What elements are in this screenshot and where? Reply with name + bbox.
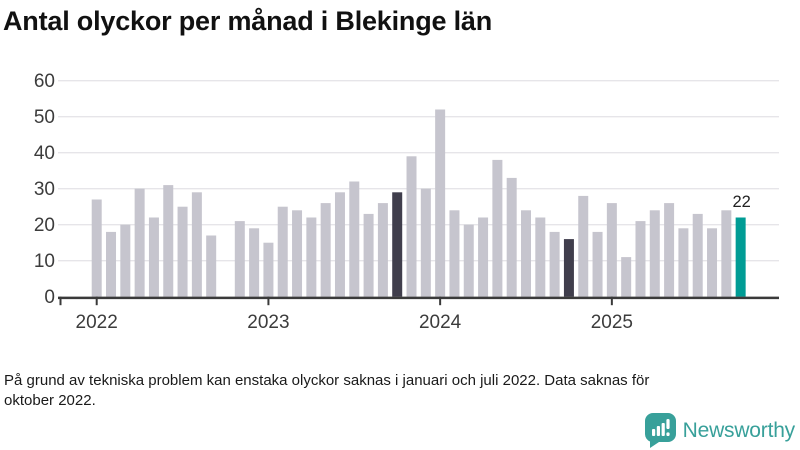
y-axis-label-30: 30: [34, 179, 55, 200]
bar-2024-12: [592, 231, 603, 297]
bar-2022-09: [206, 235, 217, 297]
bar-2024-09: [549, 231, 560, 297]
bar-2022-06: [163, 185, 174, 297]
bar-2025-04: [649, 210, 660, 297]
bar-2023-04: [306, 217, 317, 297]
bar-2024-05: [492, 159, 503, 297]
bar-2024-04: [478, 217, 489, 297]
bar-2024-08: [535, 217, 546, 297]
bar-2023-03: [292, 210, 303, 297]
x-axis-label-2022: 2022: [76, 312, 118, 333]
y-axis-label-50: 50: [34, 107, 55, 128]
current-value-label: 22: [732, 193, 750, 211]
y-axis-label-0: 0: [44, 287, 55, 308]
bar-2025-08: [707, 228, 718, 297]
bar-2025-10: [735, 217, 746, 297]
bar-chart: 0 10 20 30 40 50 60 2022 2023 2024 2025 22: [34, 71, 779, 333]
y-axis-label-60: 60: [34, 71, 55, 92]
bar-2022-12: [249, 228, 260, 297]
bar-2023-09: [377, 203, 388, 297]
bar-2022-03: [120, 224, 131, 297]
bar-2025-05: [664, 203, 675, 297]
bar-2023-08: [363, 213, 374, 297]
page-title: Antal olyckor per månad i Blekinge län: [3, 6, 493, 36]
x-axis-label-2023: 2023: [247, 312, 289, 333]
bar-2023-06: [334, 192, 345, 297]
y-axis-label-10: 10: [34, 251, 55, 272]
bar-2023-10: [392, 192, 403, 297]
bar-2025-02: [621, 257, 632, 297]
bar-2022-04: [134, 188, 145, 297]
bar-2025-01: [606, 203, 617, 297]
bar-2025-06: [678, 228, 689, 297]
bar-2022-11: [234, 221, 245, 297]
newsworthy-logo-icon: [644, 413, 676, 448]
bar-2023-01: [263, 242, 274, 297]
bar-2024-07: [521, 210, 531, 297]
y-axis-label-20: 20: [34, 215, 55, 236]
bar-2022-07: [177, 206, 188, 297]
x-axis-label-2025: 2025: [591, 312, 633, 333]
bar-2024-01: [435, 109, 446, 297]
bar-2025-07: [692, 213, 703, 297]
bar-2024-02: [449, 210, 460, 297]
bar-2024-03: [463, 224, 474, 297]
bar-2023-02: [277, 206, 288, 297]
bar-2024-11: [578, 195, 589, 297]
bar-2022-08: [191, 192, 202, 297]
bar-2025-09: [721, 210, 732, 297]
bar-2025-03: [635, 221, 646, 297]
chart-footnote: På grund av tekniska problem kan enstaka…: [4, 372, 650, 409]
newsworthy-logo-text: Newsworthy: [682, 418, 796, 442]
bar-2023-11: [406, 156, 417, 297]
bar-2022-02: [106, 231, 117, 297]
newsworthy-logo[interactable]: Newsworthy: [644, 413, 796, 448]
bar-2023-12: [420, 188, 431, 297]
bar-2023-05: [320, 203, 331, 297]
bar-2024-06: [506, 177, 517, 297]
bar-2022-01: [91, 199, 102, 297]
y-axis-label-40: 40: [34, 143, 55, 164]
bar-2023-07: [349, 181, 360, 297]
bar-2024-10: [563, 239, 574, 297]
bar-2022-05: [148, 217, 159, 297]
x-axis-label-2024: 2024: [419, 312, 462, 333]
